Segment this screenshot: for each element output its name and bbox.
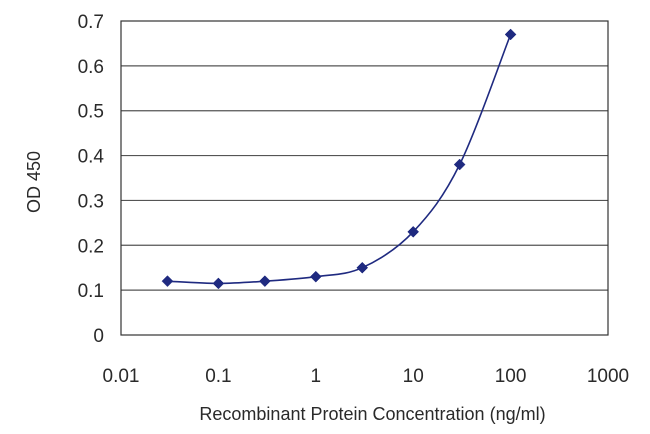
gridlines xyxy=(121,65,608,291)
x-axis-title: Recombinant Protein Concentration (ng/ml… xyxy=(199,404,545,424)
y-tick-label: 0.1 xyxy=(78,281,104,302)
data-point-3 xyxy=(309,270,322,283)
data-point-1 xyxy=(212,277,225,290)
x-tick-label: 1000 xyxy=(587,366,629,387)
y-tick-label: 0.4 xyxy=(78,147,105,168)
x-tick-label: 0.1 xyxy=(205,366,231,387)
plot-area-frame xyxy=(120,20,609,336)
data-point-5 xyxy=(407,225,420,238)
x-tick-label: 100 xyxy=(495,366,527,387)
data-series xyxy=(161,28,517,290)
x-tick-label: 10 xyxy=(403,366,424,387)
data-point-7 xyxy=(504,28,517,41)
y-tick-label: 0.5 xyxy=(78,102,104,123)
data-point-4 xyxy=(356,261,369,274)
x-tick-label: 1 xyxy=(311,366,322,387)
y-tick-label: 0.6 xyxy=(78,57,104,78)
y-tick-label: 0.3 xyxy=(78,191,104,212)
y-tick-label: 0.2 xyxy=(78,236,104,257)
data-point-6 xyxy=(453,158,466,171)
y-axis-title: OD 450 xyxy=(24,151,44,213)
data-point-2 xyxy=(259,275,271,288)
tick-labels: 0 0.1 0.2 0.3 0.4 0.5 0.6 0.7 0.01 0.1 1 10 100 1000 xyxy=(78,12,630,387)
y-tick-label: 0.7 xyxy=(78,12,104,33)
data-point-0 xyxy=(161,275,174,288)
x-tick-label: 0.01 xyxy=(103,366,140,387)
y-tick-label: 0 xyxy=(93,326,104,347)
